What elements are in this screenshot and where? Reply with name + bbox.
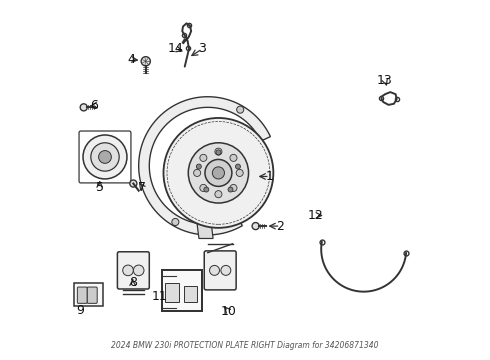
FancyBboxPatch shape [87,287,97,303]
Text: 14: 14 [168,42,184,55]
Circle shape [210,265,220,275]
Circle shape [215,148,222,155]
Circle shape [252,222,259,230]
Circle shape [236,169,243,176]
Polygon shape [197,224,213,238]
Circle shape [133,265,144,276]
Circle shape [216,150,221,155]
Text: 1: 1 [266,170,274,183]
Circle shape [83,135,127,179]
Circle shape [221,265,231,275]
Circle shape [205,159,232,186]
Circle shape [236,164,241,169]
Circle shape [188,143,248,203]
Circle shape [215,191,222,198]
Circle shape [212,167,224,179]
Text: 9: 9 [76,304,84,317]
Circle shape [228,187,233,192]
Circle shape [230,154,237,161]
FancyBboxPatch shape [204,251,236,290]
Bar [162,270,202,311]
Circle shape [164,118,273,228]
Polygon shape [184,286,197,302]
Circle shape [196,164,201,169]
Text: 13: 13 [377,74,393,87]
Text: 8: 8 [129,276,137,289]
Circle shape [200,154,207,161]
Text: 4: 4 [127,53,136,66]
FancyBboxPatch shape [118,252,149,289]
Circle shape [91,143,119,171]
Circle shape [172,219,179,225]
Circle shape [141,57,150,66]
Bar [74,283,103,306]
Text: 2024 BMW 230i PROTECTION PLATE RIGHT Diagram for 34206871340: 2024 BMW 230i PROTECTION PLATE RIGHT Dia… [111,341,379,350]
Circle shape [80,104,87,111]
Circle shape [237,106,244,113]
Polygon shape [139,97,270,235]
Circle shape [122,265,133,276]
Circle shape [230,184,237,192]
FancyBboxPatch shape [77,287,87,303]
Circle shape [200,184,207,192]
Text: 5: 5 [96,181,104,194]
Text: 10: 10 [220,305,236,318]
Text: 2: 2 [276,220,284,233]
Circle shape [194,169,201,176]
Polygon shape [165,283,179,302]
Text: 12: 12 [308,209,324,222]
Text: 3: 3 [198,42,206,55]
Circle shape [130,180,137,187]
Circle shape [98,150,111,163]
Circle shape [204,187,209,192]
Text: 7: 7 [138,181,146,194]
Text: 6: 6 [90,99,98,112]
Text: 11: 11 [151,291,167,303]
